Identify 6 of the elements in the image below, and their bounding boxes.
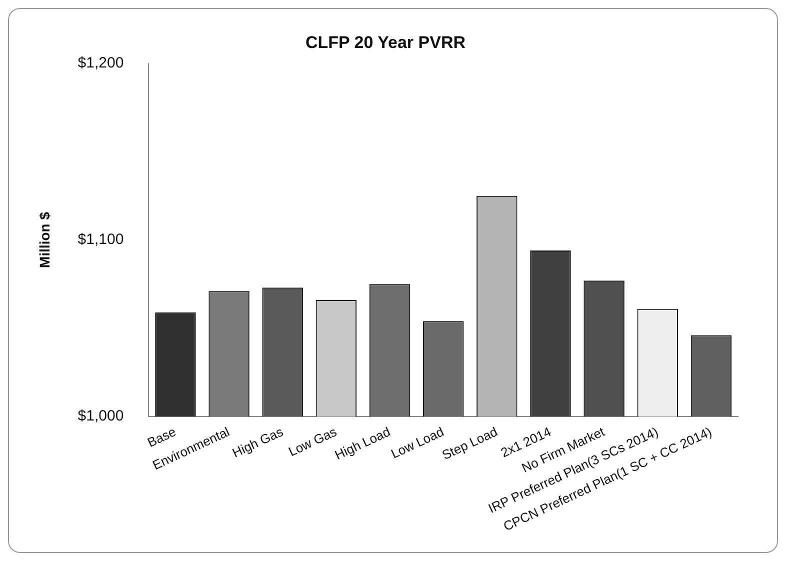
y-axis-title: Million $	[36, 212, 52, 268]
chart-title: CLFP 20 Year PVRR	[305, 32, 466, 52]
x-tick-label: High Gas	[230, 424, 286, 460]
y-tick-label: $1,200	[78, 54, 124, 72]
y-tick-label: $1,000	[78, 408, 124, 425]
y-tick-label: $1,100	[78, 231, 124, 248]
